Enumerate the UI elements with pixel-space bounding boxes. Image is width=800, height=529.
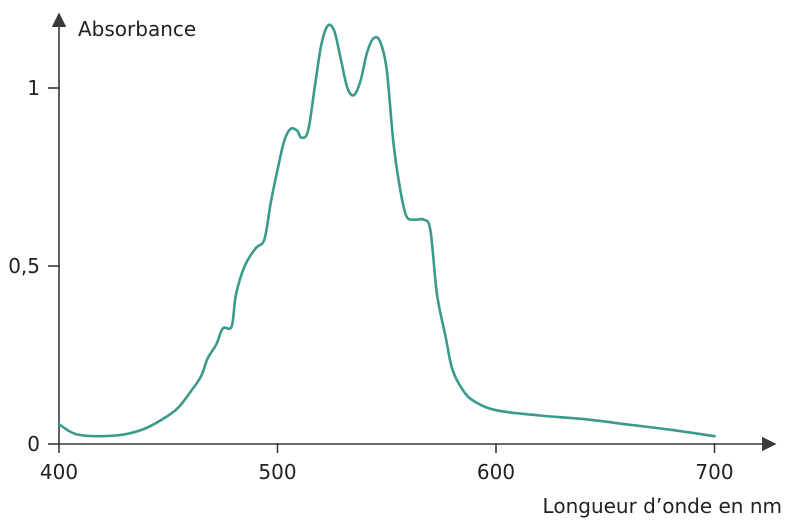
y-tick-label: 1 bbox=[27, 76, 40, 100]
x-axis-ticks: 400 500 600 700 bbox=[40, 443, 734, 484]
y-axis-ticks: 00,51 bbox=[8, 76, 60, 456]
x-tick-label: 400 bbox=[40, 460, 78, 484]
absorbance-curve bbox=[57, 23, 716, 438]
x-tick-label: 500 bbox=[258, 460, 296, 484]
y-tick-label: 0,5 bbox=[8, 254, 40, 278]
y-axis-label: Absorbance bbox=[78, 17, 196, 41]
x-axis-label: Longueur d’onde en nm bbox=[543, 494, 782, 518]
x-tick-label: 700 bbox=[695, 460, 733, 484]
series-group bbox=[57, 23, 716, 438]
x-tick-label: 600 bbox=[477, 460, 515, 484]
y-tick-label: 0 bbox=[27, 432, 40, 456]
